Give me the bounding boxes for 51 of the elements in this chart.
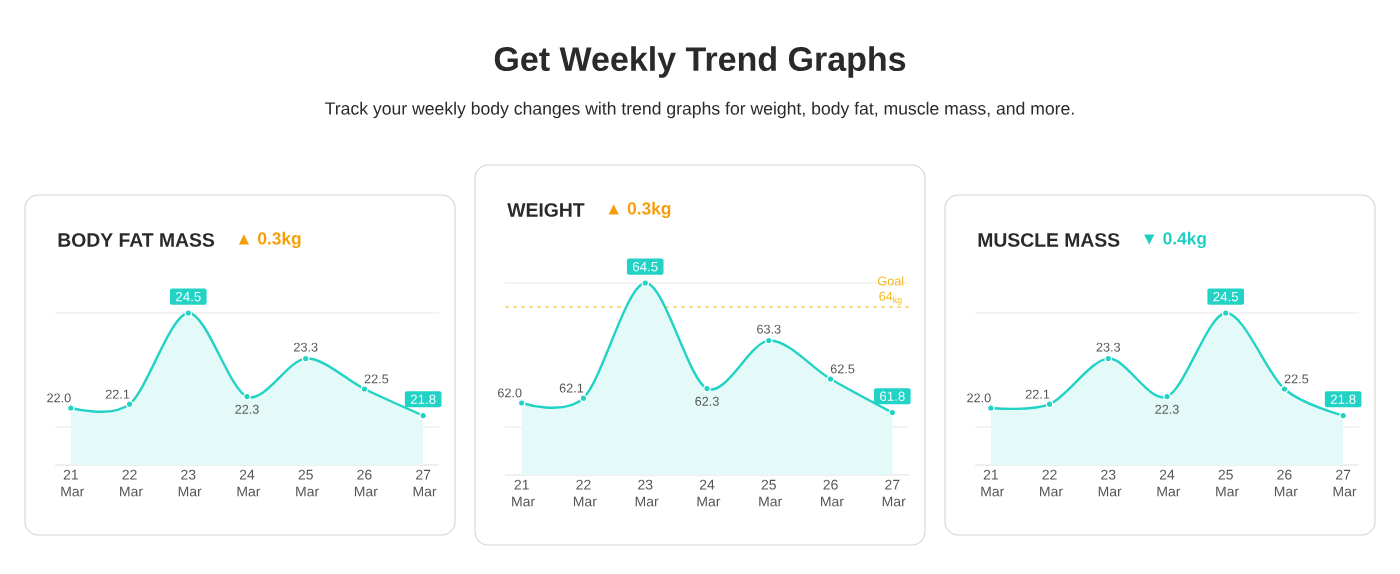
- data-label: 61.8: [880, 391, 905, 401]
- data-label: 62.3: [695, 396, 719, 406]
- chart-subtitle: ▲ 0.3kg: [608, 201, 671, 219]
- data-label: 62.5: [830, 364, 855, 374]
- chart-title: MUSCLE MASS: [978, 233, 1120, 247]
- data-label: 22.5: [1284, 374, 1309, 384]
- data-label: 24.5: [175, 291, 201, 302]
- x-tick-label: 23 Mar: [1098, 469, 1122, 497]
- x-tick-label: 25 Mar: [759, 479, 782, 507]
- data-label: 21.8: [1330, 394, 1356, 404]
- x-tick-label: 23 Mar: [178, 469, 202, 497]
- x-tick-label: 22 Mar: [120, 469, 143, 497]
- x-tick-label: 27 Mar: [882, 479, 906, 507]
- text: Track your weekly body changes with trend graphs for weight, body fat, muscle mass, and more.: [325, 101, 1074, 119]
- x-tick-label: 21 Mar: [61, 469, 85, 497]
- data-label: 21.8: [410, 394, 436, 404]
- x-tick-label: 23 Mar: [635, 479, 659, 507]
- x-tick-label: 21 Mar: [981, 469, 1005, 497]
- data-label: 23.3: [1096, 342, 1121, 352]
- x-tick-label: 22 Mar: [573, 479, 597, 507]
- data-label: 22.3: [235, 404, 259, 414]
- chart-title: BODY FAT MASS: [58, 233, 215, 247]
- ref-line-label: Goal 64$_{kg}$: [877, 276, 904, 305]
- data-label: 63.3: [757, 324, 781, 334]
- x-tick-label: 25 Mar: [1216, 469, 1239, 497]
- x-tick-label: 24 Mar: [1157, 469, 1181, 497]
- data-label: 22.5: [364, 374, 389, 384]
- data-label: 24.5: [1213, 291, 1239, 302]
- x-tick-label: 22 Mar: [1040, 469, 1063, 497]
- chart-title: WEIGHT: [507, 203, 585, 217]
- x-tick-label: 27 Mar: [1333, 469, 1357, 497]
- x-tick-label: 26 Mar: [821, 479, 844, 507]
- data-label: 22.0: [967, 393, 991, 403]
- chart-subtitle: ▼ 0.4kg: [1144, 231, 1206, 249]
- x-tick-label: 24 Mar: [237, 469, 261, 497]
- data-label: 22.1: [1025, 389, 1050, 399]
- x-tick-label: 26 Mar: [354, 469, 378, 497]
- chart-subtitle: ▲ 0.3kg: [238, 231, 301, 249]
- data-label: 64.5: [632, 261, 658, 272]
- data-label: 22.1: [105, 389, 130, 399]
- data-label: 23.3: [294, 342, 318, 352]
- data-label: 62.0: [498, 388, 522, 398]
- text: Get Weekly Trend Graphs: [494, 46, 906, 78]
- data-label: 22.0: [47, 393, 71, 403]
- x-tick-label: 21 Mar: [512, 479, 535, 507]
- data-label: 62.1: [559, 383, 584, 393]
- x-tick-label: 25 Mar: [296, 469, 319, 497]
- data-label: 22.3: [1155, 404, 1179, 414]
- x-tick-label: 24 Mar: [697, 479, 721, 507]
- x-tick-label: 26 Mar: [1274, 469, 1298, 497]
- x-tick-label: 27 Mar: [413, 469, 437, 497]
